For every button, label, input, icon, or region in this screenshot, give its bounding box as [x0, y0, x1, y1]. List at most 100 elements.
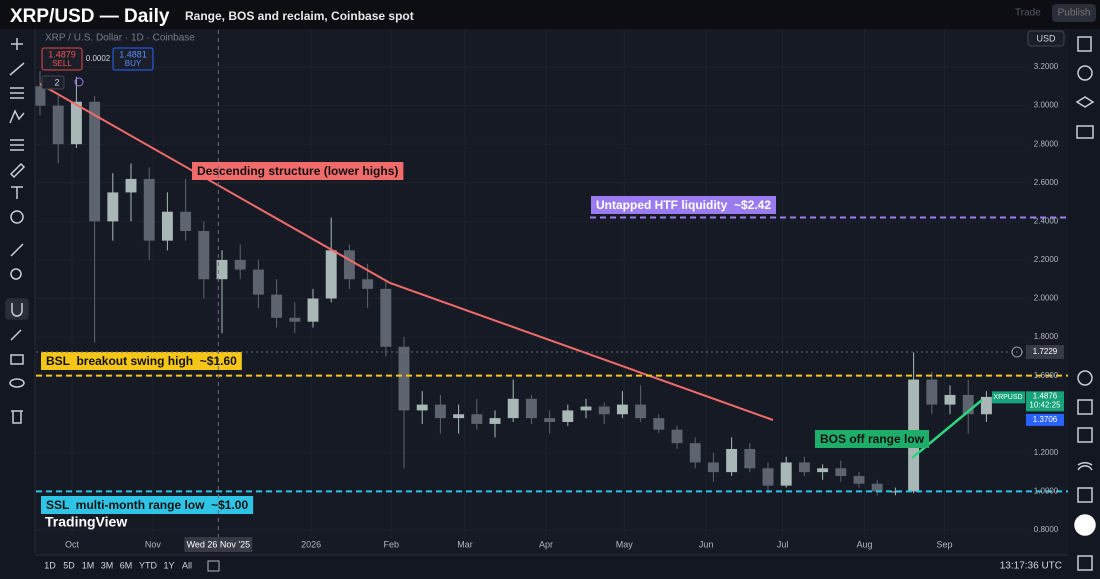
y-tick-label: 1.8000	[1034, 332, 1059, 341]
candle-body	[471, 414, 483, 424]
indicator-count[interactable]: 2	[54, 77, 59, 87]
candle-body	[871, 483, 883, 492]
x-tick-label: Sep	[937, 539, 953, 549]
timeframe-button[interactable]: 1M	[82, 560, 95, 570]
candle-body	[798, 462, 810, 473]
candle-body	[616, 404, 628, 415]
sell-label[interactable]: SELL	[52, 59, 72, 68]
timeframe-button[interactable]: 1D	[44, 560, 56, 570]
y-tick-label: 2.2000	[1034, 255, 1059, 264]
candle-body	[962, 394, 974, 415]
lock-tool[interactable]	[10, 354, 24, 365]
candle-body	[853, 475, 865, 484]
candle-body	[325, 250, 337, 299]
candle-body	[289, 317, 301, 322]
emoji-tool[interactable]	[10, 210, 24, 224]
x-tick-label: Aug	[856, 539, 872, 549]
trade-button[interactable]: Trade	[1015, 8, 1041, 19]
timeframe-button[interactable]: 5D	[63, 560, 75, 570]
crosshair-tool[interactable]	[11, 38, 23, 50]
currency-button[interactable]	[1027, 30, 1065, 47]
x-tick-label: Oct	[65, 539, 80, 549]
level-label: Untapped HTF liquidity ~$2.42	[596, 198, 771, 212]
candle-body	[889, 491, 901, 493]
panel-icon[interactable]	[1077, 555, 1093, 571]
zoom-tool[interactable]	[10, 268, 22, 280]
calendar-icon[interactable]	[1077, 427, 1093, 443]
candle-body	[143, 178, 155, 241]
bos-line	[911, 399, 983, 459]
timeframe-button[interactable]: All	[182, 560, 192, 570]
buy-button[interactable]	[112, 47, 154, 71]
candle-body	[161, 211, 173, 241]
candle-body	[507, 398, 519, 419]
right-toolbar	[1068, 29, 1100, 579]
sell-price[interactable]: 1.4879	[48, 49, 76, 59]
stream-icon[interactable]	[1077, 462, 1093, 471]
indicator-toggle[interactable]	[41, 75, 65, 90]
alerts-icon[interactable]	[1077, 65, 1093, 81]
candle-body	[598, 406, 610, 415]
timeframe-button[interactable]: 6M	[120, 560, 133, 570]
lock-draw-tool[interactable]	[10, 329, 22, 341]
fib-tool[interactable]	[10, 87, 24, 99]
watchlist-icon[interactable]	[1077, 36, 1092, 52]
notes-icon[interactable]	[1077, 487, 1093, 503]
sell-button[interactable]	[41, 47, 83, 71]
brush-tool[interactable]	[9, 162, 26, 179]
candle-body	[234, 259, 246, 270]
candle-body	[689, 443, 701, 463]
right-icons[interactable]	[1074, 36, 1096, 571]
line-tool[interactable]	[9, 62, 25, 76]
pattern-tool[interactable]	[9, 109, 25, 124]
last-price: 1.4876	[1033, 391, 1058, 400]
candle-body	[89, 101, 101, 222]
date-range-icon[interactable]	[207, 560, 220, 572]
y-tick-label: 2.8000	[1034, 139, 1059, 148]
candle-body	[362, 279, 374, 289]
last-price-box	[1026, 391, 1064, 412]
y-tick-label: 2.4000	[1034, 216, 1059, 225]
delete-tool[interactable]	[11, 410, 23, 424]
candle-body	[198, 231, 210, 280]
tool-icons[interactable]	[5, 38, 29, 424]
magnet-icon[interactable]	[11, 303, 23, 317]
candle-body	[107, 192, 119, 222]
indicator-icon[interactable]	[74, 77, 84, 87]
candle-body	[307, 298, 319, 322]
x-tick-label: Feb	[384, 539, 400, 549]
candle-body	[926, 379, 938, 405]
brand: TradingView	[45, 514, 127, 530]
currency[interactable]: USD	[1036, 33, 1056, 43]
buy-label[interactable]: BUY	[125, 59, 142, 68]
buy-price[interactable]: 1.4881	[119, 49, 147, 59]
clock: 13:17:36 UTC	[1000, 561, 1062, 572]
x-tick-label: Mar	[457, 539, 473, 549]
timeframe-button[interactable]: 1Y	[163, 560, 174, 570]
candle-body	[271, 294, 283, 318]
chat-icon[interactable]	[1076, 125, 1094, 139]
level-label: BSL breakout swing high ~$1.60	[46, 354, 237, 368]
candle-body	[762, 468, 774, 486]
publish-button[interactable]	[1052, 4, 1096, 22]
news-icon[interactable]	[1077, 370, 1093, 386]
candle-body	[416, 404, 428, 411]
publish-label[interactable]: Publish	[1058, 8, 1091, 19]
price-marker: 1.3706	[1033, 415, 1058, 424]
timeframe-button[interactable]: 3M	[101, 560, 114, 570]
visibility-tool[interactable]	[9, 378, 25, 388]
apps-icon[interactable]	[1074, 514, 1096, 536]
candle-body	[944, 394, 956, 405]
ruler-tool[interactable]	[10, 243, 24, 257]
candle-body	[343, 250, 355, 280]
candle-body	[34, 86, 46, 106]
forecast-tool[interactable]	[10, 139, 24, 151]
text-tool[interactable]	[11, 186, 23, 199]
crosshair-plus[interactable]	[1011, 346, 1023, 358]
ideas-icon[interactable]	[1077, 399, 1093, 415]
candle-body	[252, 269, 264, 295]
layers-icon[interactable]	[1075, 96, 1095, 108]
timeframe-button[interactable]: YTD	[139, 560, 158, 570]
candle-body	[817, 468, 829, 473]
y-tick-label: 1.0000	[1034, 487, 1059, 496]
